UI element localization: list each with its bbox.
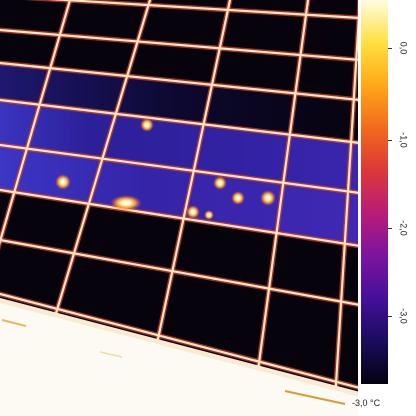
colorbar-tick — [388, 316, 392, 317]
ground-surface — [0, 298, 358, 416]
panel-frame-lines — [0, 0, 358, 403]
hot-spot — [55, 174, 71, 190]
frame-line — [0, 292, 358, 389]
colorbar-tick-label: 0,0 — [398, 41, 409, 55]
colorbar-tick — [388, 48, 392, 49]
panel-row-cool — [0, 63, 358, 143]
ground-streak — [1, 319, 27, 327]
panel-rows — [0, 63, 358, 246]
frame-line — [333, 14, 358, 402]
frame-line — [47, 0, 358, 19]
hot-spot — [231, 191, 245, 205]
ground-streak — [284, 390, 346, 405]
ground-edge-shade — [0, 298, 358, 397]
hot-spot — [140, 118, 154, 132]
panel-row-warm — [0, 100, 358, 193]
frame-line — [0, 61, 358, 101]
thermal-image — [0, 0, 358, 416]
colorbar-tick-label: -1,0 — [398, 132, 409, 148]
hot-spot — [110, 195, 142, 211]
ground-streak — [99, 351, 123, 358]
panel-row-warm — [0, 145, 358, 246]
hot-spots — [55, 118, 276, 220]
hot-spot — [260, 190, 276, 206]
ground-area — [0, 298, 358, 416]
frame-line — [0, 143, 358, 194]
frame-line — [0, 188, 358, 247]
colorbar-tick-label: -3,0 — [398, 308, 409, 324]
hot-spot — [204, 210, 214, 220]
frame-line — [0, 0, 72, 246]
frame-line — [143, 0, 232, 402]
hot-spot — [213, 176, 227, 190]
frame-line — [0, 238, 358, 306]
hot-spot — [186, 205, 200, 219]
frame-line — [0, 98, 358, 144]
temperature-colorbar — [361, 0, 388, 384]
colorbar-tick — [388, 228, 392, 229]
colorbar-tick-label: -2,0 — [398, 220, 409, 236]
frame-line — [252, 0, 310, 402]
colorbar-min-label: -3,0 °C — [352, 398, 381, 408]
colorbar-tick — [388, 140, 392, 141]
